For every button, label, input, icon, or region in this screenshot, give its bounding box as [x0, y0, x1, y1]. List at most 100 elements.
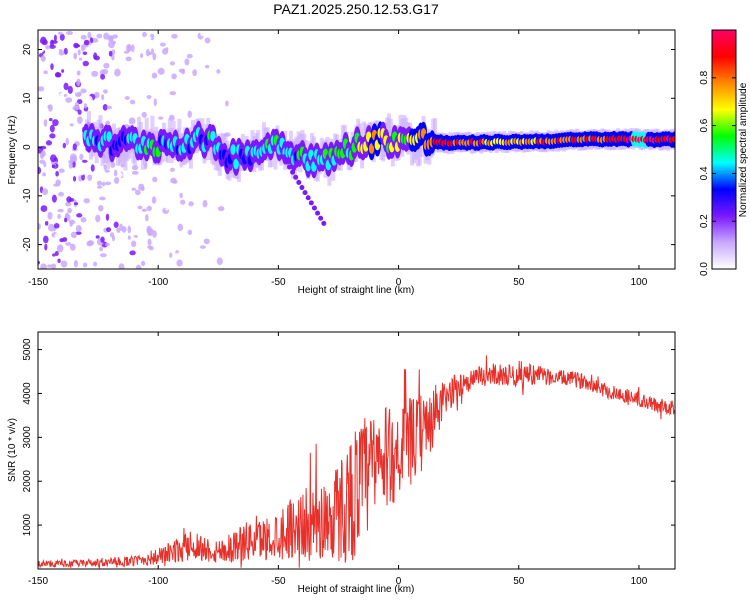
noise-speckle: [75, 225, 82, 233]
noise-speckle: [229, 225, 233, 230]
noise-speckle: [70, 231, 78, 239]
noise-speckle: [102, 104, 108, 111]
noise-speckle: [158, 116, 164, 120]
noise-speckle: [146, 253, 150, 258]
noise-speckle: [152, 52, 157, 61]
ridge-core: [368, 143, 375, 154]
noise-speckle: [57, 214, 61, 219]
spectrogram-y-ticks: -20 -10 0 10 20: [22, 44, 675, 252]
figure-title: PAZ1.2025.250.12.53.G17: [273, 1, 439, 17]
noise-speckle: [50, 63, 54, 71]
noise-speckle: [99, 69, 106, 76]
noise-speckle: [68, 162, 73, 169]
noise-speckle: [115, 112, 123, 121]
noise-speckle: [161, 221, 168, 227]
noise-speckle: [180, 199, 186, 205]
noise-speckle: [45, 64, 51, 72]
snr-y-label: SNR (10 * v/v): [7, 418, 18, 482]
noise-speckle: [169, 61, 176, 66]
noise-speckle: [89, 37, 94, 44]
noise-speckle: [165, 203, 169, 211]
noise-speckle: [125, 56, 132, 62]
noise-speckle: [128, 117, 136, 125]
spectrogram-x-ticks: -150 -100 -50 0 50 100: [28, 30, 648, 288]
noise-speckle: [87, 31, 92, 39]
tail-blob: [321, 220, 327, 226]
noise-speckle: [121, 226, 127, 233]
noise-speckle: [106, 105, 112, 110]
noise-speckle: [49, 154, 57, 163]
noise-speckle: [95, 214, 101, 223]
noise-speckle: [104, 169, 110, 173]
noise-speckle: [54, 250, 59, 257]
x-tick-label: -150: [28, 576, 48, 587]
noise-speckle: [101, 94, 105, 101]
noise-speckle: [83, 103, 88, 109]
noise-speckle: [141, 111, 147, 118]
noise-speckle: [53, 223, 60, 229]
noise-speckle: [63, 93, 68, 97]
tail-blob: [308, 200, 314, 206]
noise-speckle: [144, 35, 152, 41]
noise-speckle: [173, 42, 180, 50]
noise-speckle: [63, 82, 69, 91]
noise-speckle: [90, 164, 95, 172]
x-tick-label: -50: [271, 576, 286, 587]
noise-speckle: [58, 191, 65, 197]
noise-speckle: [124, 96, 130, 100]
noise-speckle: [59, 238, 64, 243]
noise-speckle: [112, 34, 119, 39]
tail-blob: [305, 195, 311, 201]
noise-speckle: [103, 32, 110, 40]
colorbar-tick-label: 0.0: [699, 262, 710, 276]
noise-speckle: [170, 104, 175, 109]
noise-speckle: [236, 85, 242, 89]
ridge-core: [233, 158, 239, 170]
noise-speckle: [44, 243, 48, 251]
noise-speckle: [129, 250, 136, 256]
colorbar-tick-label: 0.2: [699, 214, 710, 228]
noise-speckle: [76, 78, 81, 87]
noise-speckle: [123, 207, 129, 211]
noise-speckle: [151, 40, 158, 47]
noise-speckle: [51, 191, 58, 196]
ridge-core: [230, 144, 236, 156]
noise-speckle: [100, 236, 105, 243]
noise-speckle: [91, 38, 99, 43]
noise-speckle: [78, 57, 83, 61]
noise-speckle: [111, 241, 118, 248]
noise-speckle: [63, 205, 68, 214]
colorbar: 0.0 0.2 0.4 0.6 0.8 Normalized spectral ampl…: [699, 29, 749, 276]
noise-speckle: [162, 169, 167, 176]
noise-speckle: [99, 196, 106, 201]
noise-speckle: [73, 202, 79, 206]
ridge-core: [671, 135, 675, 143]
tail-blob: [296, 179, 302, 185]
y-tick-label: -20: [22, 237, 33, 252]
noise-speckle: [60, 260, 68, 268]
x-tick-label: 0: [396, 576, 402, 587]
noise-speckle: [118, 263, 125, 269]
noise-speckle: [170, 167, 175, 172]
noise-speckle: [69, 123, 74, 127]
noise-speckle: [69, 243, 76, 251]
noise-speckle: [44, 53, 50, 58]
noise-speckle: [203, 238, 210, 245]
noise-speckle: [76, 116, 83, 124]
noise-speckle: [105, 213, 110, 221]
x-tick-label: 0: [396, 277, 402, 288]
noise-speckle: [108, 50, 113, 57]
noise-speckle: [204, 64, 210, 69]
noise-speckle: [195, 255, 199, 262]
noise-speckle: [167, 80, 172, 85]
noise-speckle: [184, 58, 190, 66]
noise-speckle: [74, 102, 80, 110]
noise-speckle: [160, 42, 166, 47]
noise-speckle: [96, 185, 103, 189]
noise-speckle: [141, 208, 148, 212]
noise-speckle: [57, 63, 63, 71]
noise-speckle: [42, 188, 49, 196]
colorbar-gradient: [711, 29, 737, 270]
noise-speckle: [146, 94, 152, 100]
